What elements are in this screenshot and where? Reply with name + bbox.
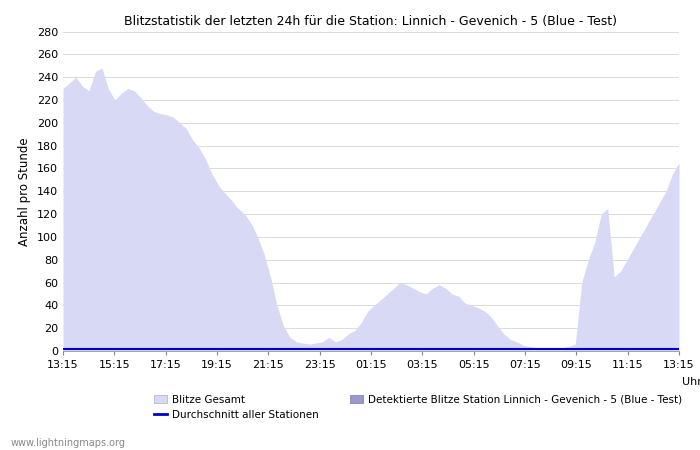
Text: Uhrzeit: Uhrzeit bbox=[682, 377, 700, 387]
Text: www.lightningmaps.org: www.lightningmaps.org bbox=[10, 438, 125, 448]
Y-axis label: Anzahl pro Stunde: Anzahl pro Stunde bbox=[18, 137, 32, 246]
Title: Blitzstatistik der letzten 24h für die Station: Linnich - Gevenich - 5 (Blue - T: Blitzstatistik der letzten 24h für die S… bbox=[125, 14, 617, 27]
Legend: Blitze Gesamt, Durchschnitt aller Stationen, Detektierte Blitze Station Linnich : Blitze Gesamt, Durchschnitt aller Statio… bbox=[155, 395, 682, 420]
